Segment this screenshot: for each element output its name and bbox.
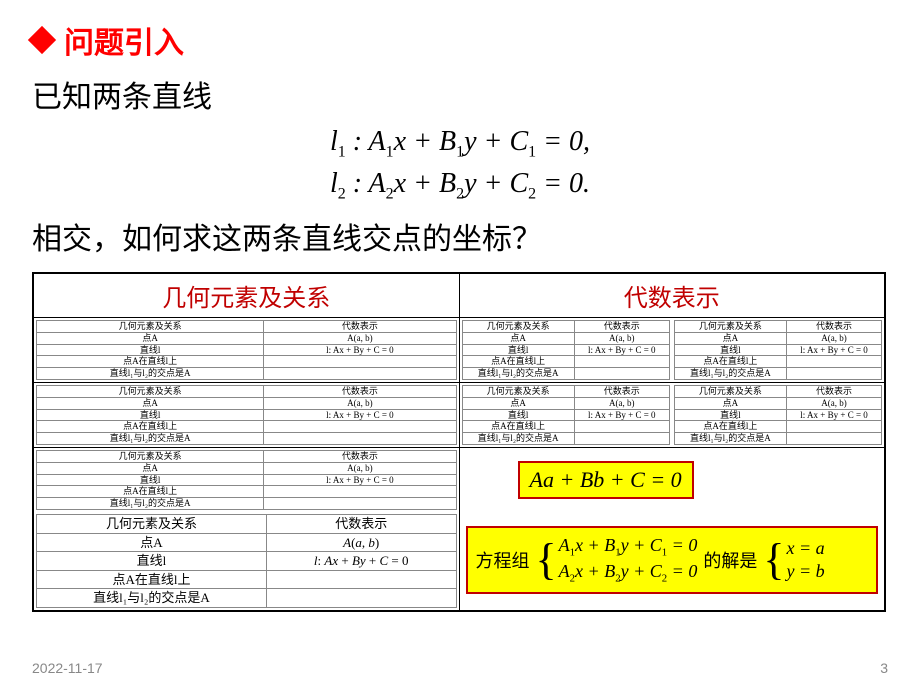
equation-l1: l1 : A1x + B1y + C1 = 0,	[32, 122, 888, 164]
intro-text: 已知两条直线	[32, 72, 888, 116]
cell-mini-1: 几何元素及关系代数表示 点AA(a, b) 直线ll: Ax + By + C …	[33, 317, 459, 382]
mini-table-3: 几何元素及关系代数表示 点AA(a, b) 直线ll: Ax + By + C …	[36, 385, 457, 445]
equation-l2: l2 : A2x + B2y + C2 = 0.	[32, 164, 888, 206]
question-text: 相交，如何求这两条直线交点的坐标？	[32, 214, 888, 258]
th-geometry: 几何元素及关系	[33, 273, 459, 318]
mini-table-2a: 几何元素及关系代数表示 点AA(a, b) 直线ll: Ax + By + C …	[462, 320, 670, 380]
mini-table-1: 几何元素及关系代数表示 点AA(a, b) 直线ll: Ax + By + C …	[36, 320, 457, 380]
label-system: 方程组	[476, 547, 530, 573]
label-solution: 的解是	[703, 547, 757, 573]
mini-table-4b: 几何元素及关系代数表示 点AA(a, b) 直线ll: Ax + By + C …	[674, 385, 882, 445]
mini-table-6: 几何元素及关系代数表示 点AA(a, b) 直线ll: Ax + By + C …	[36, 514, 457, 608]
footer: 2022-11-17 3	[32, 660, 888, 676]
cell-mini-3: 几何元素及关系代数表示 点AA(a, b) 直线ll: Ax + By + C …	[33, 382, 459, 447]
mini-table-4a: 几何元素及关系代数表示 点AA(a, b) 直线ll: Ax + By + C …	[462, 385, 670, 445]
footer-date: 2022-11-17	[32, 660, 103, 676]
section-header: 问题引入	[32, 18, 888, 62]
mini-table-2b: 几何元素及关系代数表示 点AA(a, b) 直线ll: Ax + By + C …	[674, 320, 882, 380]
yellow-eq-large: 方程组 { A1x + B1y + C1 = 0 A2x + B2y + C2 …	[466, 526, 879, 593]
cell-yellow-small: Aa + Bb + C = 0	[459, 447, 885, 514]
yellow-eq-small: Aa + Bb + C = 0	[518, 461, 694, 499]
solution-equations: { x = a y = b	[763, 537, 824, 584]
cell-mini-2: 几何元素及关系代数表示 点AA(a, b) 直线ll: Ax + By + C …	[459, 317, 885, 382]
main-table: 几何元素及关系 代数表示 几何元素及关系代数表示 点AA(a, b) 直线ll:…	[32, 272, 886, 612]
footer-page: 3	[880, 660, 888, 676]
cell-yellow-large: 方程组 { A1x + B1y + C1 = 0 A2x + B2y + C2 …	[459, 514, 885, 611]
th-algebra: 代数表示	[459, 273, 885, 318]
cell-mini-4: 几何元素及关系代数表示 点AA(a, b) 直线ll: Ax + By + C …	[459, 382, 885, 447]
cell-mini-big: 几何元素及关系代数表示 点AA(a, b) 直线ll: Ax + By + C …	[33, 447, 459, 610]
system-equations: { A1x + B1y + C1 = 0 A2x + B2y + C2 = 0	[536, 534, 698, 585]
diamond-icon	[28, 26, 56, 54]
mini-table-5: 几何元素及关系代数表示 点AA(a, b) 直线ll: Ax + By + C …	[36, 450, 457, 510]
header-title: 问题引入	[64, 18, 184, 62]
line-equations: l1 : A1x + B1y + C1 = 0, l2 : A2x + B2y …	[32, 122, 888, 206]
